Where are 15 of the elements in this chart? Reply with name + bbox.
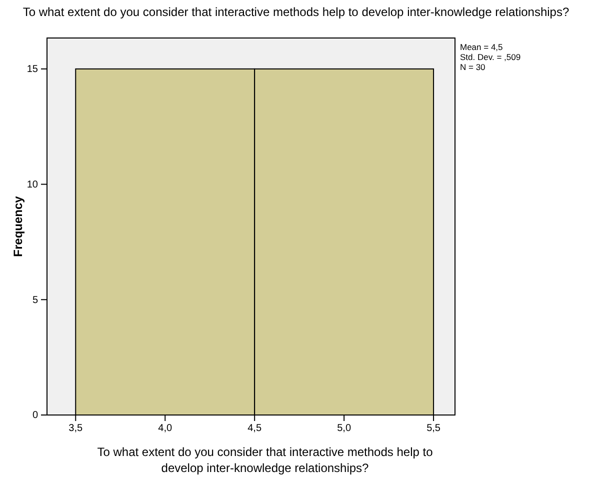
x-tick-label: 3,5 [68, 423, 84, 434]
x-tick-label: 5,0 [337, 423, 352, 434]
text: N = 30 [460, 62, 486, 72]
y-tick-label: 5 [32, 294, 38, 306]
x-tick-label: 5,5 [426, 423, 441, 434]
text: Mean = 4,5 [460, 42, 504, 52]
y-tick-label: 15 [26, 64, 38, 76]
y-axis-title: Frequency [11, 196, 25, 257]
x-tick-label: 4,0 [158, 423, 172, 434]
x-tick-label: 4,5 [248, 423, 262, 434]
text: Std. Dev. = ,509 [460, 52, 521, 62]
x-axis-title: To what extent do you consider that interactive methods help to develop inter-knowledge relationships? [97, 445, 434, 475]
y-tick-label: 10 [26, 179, 38, 190]
chart-title: To what extent do you consider that interactive methods help to develop inter-knowledge relationships? [22, 5, 570, 19]
y-tick-label: 0 [32, 410, 38, 422]
